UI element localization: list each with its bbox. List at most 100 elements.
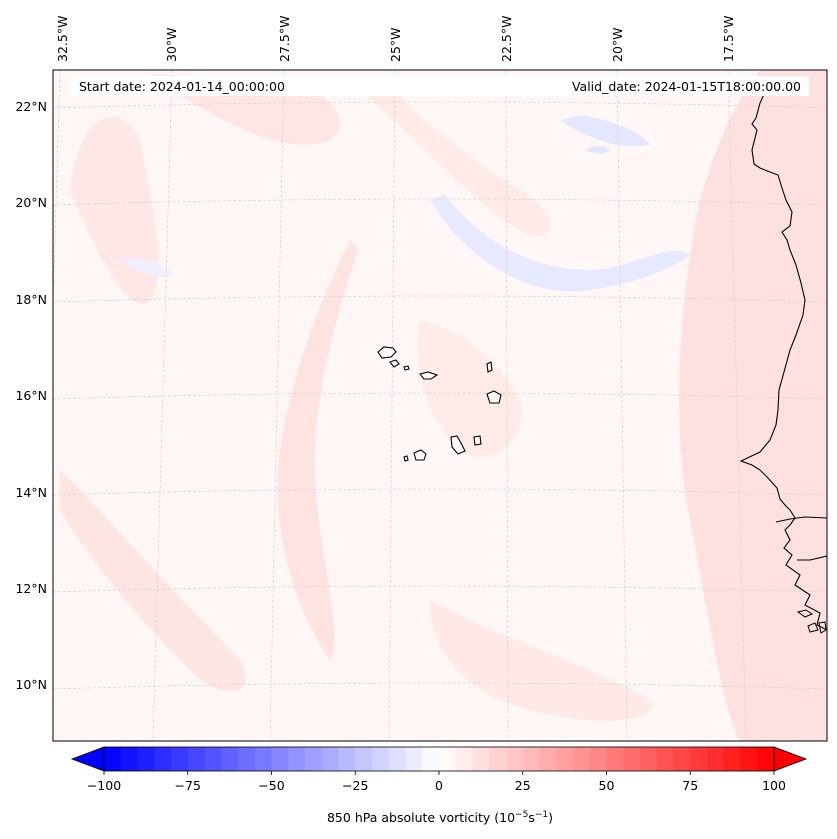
colorbar-tick-label: 50 [599, 778, 615, 793]
colorbar-segment [271, 747, 289, 771]
map-border [52, 69, 828, 742]
colorbar-segment [154, 747, 172, 771]
negative-band-small [585, 146, 610, 154]
colorbar-segment [640, 747, 658, 771]
colorbar-tick-label: −25 [342, 778, 368, 793]
colorbar-segment [422, 747, 440, 771]
island-santa-luzia [403, 365, 410, 371]
colorbar-segment [388, 747, 407, 771]
colorbar-segment [707, 747, 725, 771]
lat-label-22n: 22°N [15, 99, 47, 114]
island-boa-vista [486, 390, 502, 404]
colorbar-segment [606, 747, 624, 771]
colorbar-segment [104, 747, 122, 771]
colorbar-segment [673, 747, 691, 771]
colorbar-ticks: −100 −75 −50 −25 0 25 50 75 100 [87, 771, 786, 793]
colorbar-segment [355, 747, 373, 771]
island-brava [403, 455, 409, 462]
latitude-labels: 22°N 20°N 18°N 16°N 14°N 12°N 10°N [15, 99, 47, 692]
colorbar-extend-low [70, 746, 105, 772]
colorbar-segment [539, 747, 557, 771]
positive-band-south [430, 600, 651, 721]
island-sao-vicente [389, 359, 400, 368]
lon-label-20w: 20°W [610, 27, 625, 62]
colorbar-segment [656, 747, 675, 771]
lon-label-25w: 25°W [388, 27, 403, 62]
lon-label-27-5w: 27.5°W [277, 16, 292, 62]
gambia-border [775, 516, 827, 523]
island-maio [473, 435, 482, 446]
colorbar-segment [573, 747, 591, 771]
colorbar-tick-label: 75 [682, 778, 698, 793]
colorbar-segment [623, 747, 641, 771]
colorbar-segment [472, 747, 490, 771]
lat-label-20n: 20°N [15, 195, 47, 210]
island-santo-antao [377, 346, 397, 359]
colorbar-segment [455, 747, 474, 771]
colorbar-segment [372, 747, 390, 771]
lon-label-32-5w: 32.5°W [55, 16, 70, 62]
colorbar-tick-label: −75 [175, 778, 201, 793]
lat-label-16n: 16°N [15, 388, 47, 403]
colorbar-segments [104, 747, 775, 771]
colorbar-segment [238, 747, 256, 771]
colorbar-extend-high [773, 746, 808, 772]
lon-label-17-5w: 17.5°W [721, 16, 736, 62]
longitude-labels: 32.5°W 30°W 27.5°W 25°W 22.5°W 20°W 17.5… [55, 16, 736, 62]
colorbar-segment [556, 747, 574, 771]
colorbar-segment [690, 747, 708, 771]
valid-date-text: Valid_date: 2024-01-15T18:00:00.00 [572, 79, 801, 94]
colorbar-segment [506, 747, 524, 771]
colorbar-segment [338, 747, 356, 771]
colorbar-tick-label: −100 [87, 778, 121, 793]
positive-band-west [70, 117, 159, 304]
colorbar-label: 850 hPa absolute vorticity (10−5s−1) [327, 810, 553, 825]
positive-band-east [679, 70, 827, 741]
island-sal [486, 361, 493, 373]
colorbar-tick-label: 25 [515, 778, 531, 793]
colorbar-segment [589, 747, 608, 771]
colorbar-segment [171, 747, 189, 771]
colorbar-segment [221, 747, 239, 771]
lat-label-10n: 10°N [15, 677, 47, 692]
island-sao-nicolau [419, 371, 439, 380]
positive-band-islands [417, 320, 522, 457]
island-fogo [413, 449, 427, 461]
colorbar-segment [723, 747, 742, 771]
colorbar-segment [405, 747, 423, 771]
colorbar-segment [439, 747, 457, 771]
bijagos-islands [796, 609, 827, 634]
colorbar-segment [204, 747, 222, 771]
negative-band-main [430, 195, 690, 292]
colorbar-segment [187, 747, 206, 771]
colorbar-tick-label: 0 [435, 778, 443, 793]
colorbar-segment [254, 747, 273, 771]
graticule [53, 70, 827, 741]
negative-band-west [120, 258, 175, 277]
lat-label-18n: 18°N [15, 292, 47, 307]
colorbar-segment [757, 747, 775, 771]
guinea-bissau-coast [797, 555, 827, 561]
colorbar-segment [305, 747, 323, 771]
africa-coastline [739, 87, 827, 631]
colorbar-segment [120, 747, 139, 771]
colorbar: −100 −75 −50 −25 0 25 50 75 100 850 hPa absolute… [70, 746, 808, 825]
lat-label-14n: 14°N [15, 485, 47, 500]
island-santiago [450, 435, 466, 455]
positive-band-southwest [60, 470, 246, 692]
colorbar-segment [321, 747, 340, 771]
header-box [71, 76, 809, 96]
cape-verde-islands [377, 346, 502, 462]
positive-band-curved [277, 240, 358, 660]
colorbar-segment [137, 747, 155, 771]
colorbar-tick-label: −50 [258, 778, 284, 793]
negative-band-north [560, 115, 650, 147]
colorbar-segment [489, 747, 507, 771]
colorbar-segment [522, 747, 541, 771]
colorbar-segment [288, 747, 306, 771]
lon-label-22-5w: 22.5°W [499, 16, 514, 62]
lat-label-12n: 12°N [15, 581, 47, 596]
positive-band-central [360, 85, 550, 236]
start-date-text: Start date: 2024-01-14_00:00:00 [79, 79, 285, 94]
